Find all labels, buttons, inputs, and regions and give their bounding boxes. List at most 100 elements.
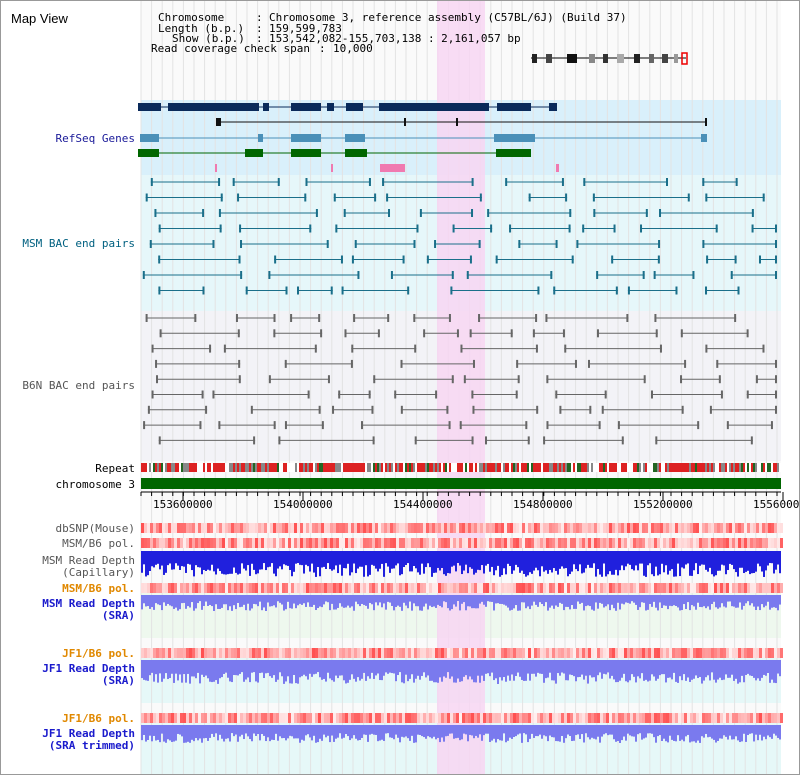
repeat-block — [313, 463, 315, 472]
jf1-depth-sra-bar — [453, 660, 455, 683]
msm-b6-pol-sra-cell — [393, 583, 396, 593]
track-features[interactable] — [138, 103, 784, 743]
b6n-bac-pair-end — [746, 329, 749, 338]
jf1-depth-trimmed-bar — [491, 725, 493, 741]
ideogram-band — [546, 54, 552, 63]
repeat-block — [647, 463, 649, 472]
header-length-value: 159,599,783 — [269, 22, 342, 35]
b6n-bac-pair-end — [151, 390, 154, 399]
jf1-b6-pol-sra-cell — [495, 648, 498, 658]
chromosome-ideogram[interactable] — [531, 52, 688, 65]
msm-depth-capillary-bar — [229, 551, 231, 574]
jf1-depth-sra-bar — [761, 660, 763, 678]
msm-depth-sra-bar — [779, 595, 781, 605]
msm-b6-pol-sra-cell — [582, 583, 585, 593]
msm-depth-sra-bar — [539, 595, 541, 603]
msm-depth-capillary-bar — [479, 551, 481, 571]
msm-b6-pol-capillary-cell — [144, 538, 147, 548]
msm-depth-sra-bar — [151, 595, 153, 608]
repeat-block — [301, 463, 303, 472]
dbsnp-cell — [615, 523, 618, 533]
msm-depth-sra-bar — [767, 595, 769, 602]
msm-depth-capillary-bar — [643, 551, 645, 576]
dbsnp-cell — [573, 523, 576, 533]
msm-depth-sra-bar — [373, 595, 375, 611]
track-label-msm-b6-pol-sra[interactable]: MSM/B6 pol. — [62, 582, 135, 595]
repeat-block — [399, 463, 401, 472]
track-label-jf1-b6-pol-trimmed[interactable]: JF1/B6 pol. — [62, 712, 135, 725]
jf1-b6-pol-trimmed-cell — [150, 713, 153, 723]
jf1-depth-trimmed-bar — [291, 725, 293, 737]
jf1-depth-sra-bar — [723, 660, 725, 680]
track-label-dbsnp[interactable]: dbSNP(Mouse) — [55, 522, 135, 535]
msm-b6-pol-capillary-cell — [306, 538, 309, 548]
b6n-bac-pair-end — [718, 375, 721, 384]
repeat-block — [743, 463, 745, 472]
track-label-jf1-b6-pol-sra[interactable]: JF1/B6 pol. — [62, 647, 135, 660]
jf1-depth-sra-bar — [217, 660, 219, 684]
track-label-chromosome[interactable]: chromosome 3 — [55, 478, 135, 491]
highlight-region[interactable] — [437, 1, 485, 774]
track-label-jf1-depth-trimmed[interactable]: JF1 Read Depth — [42, 727, 135, 740]
msm-depth-capillary-bar — [405, 551, 407, 566]
jf1-depth-sra-bar — [775, 660, 777, 684]
msm-depth-sra-bar — [697, 595, 699, 603]
dbsnp-cell — [288, 523, 291, 533]
msm-b6-pol-sra-cell — [570, 583, 573, 593]
msm-b6-pol-sra-cell — [246, 583, 249, 593]
track-label-jf1-depth-sra[interactable]: JF1 Read Depth — [42, 662, 135, 675]
jf1-b6-pol-trimmed-cell — [255, 713, 258, 723]
jf1-depth-sra-bar — [539, 660, 541, 674]
b6n-bac-pair-end — [516, 359, 519, 368]
jf1-depth-trimmed-bar — [469, 725, 471, 735]
repeat-block — [463, 463, 465, 472]
dbsnp-cell — [753, 523, 756, 533]
jf1-depth-sra-bar — [161, 660, 163, 682]
repeat-block — [507, 463, 509, 472]
dbsnp-cell — [600, 523, 603, 533]
msm-b6-pol-sra-cell — [180, 583, 183, 593]
msm-depth-sra-bar — [437, 595, 439, 605]
jf1-depth-sra-bar — [551, 660, 553, 681]
jf1-b6-pol-trimmed-cell — [147, 713, 150, 723]
msm-depth-sra-bar — [207, 595, 209, 606]
track-label-msm-bac[interactable]: MSM BAC end pairs — [22, 237, 135, 250]
jf1-depth-sra-bar — [391, 660, 393, 674]
track-label-msm-depth-sra[interactable]: MSM Read Depth — [42, 597, 135, 610]
msm-depth-capillary-bar — [667, 551, 669, 575]
track-label-b6n-bac[interactable]: B6N BAC end pairs — [22, 379, 135, 392]
msm-depth-sra-bar — [513, 595, 515, 609]
track-label-refseq[interactable]: RefSeq Genes — [55, 132, 135, 145]
msm-depth-sra-bar — [383, 595, 385, 604]
msm-b6-pol-capillary-cell — [477, 538, 480, 548]
msm-b6-pol-capillary-cell — [225, 538, 228, 548]
msm-depth-capillary-bar — [241, 551, 243, 564]
msm-depth-sra-bar — [243, 595, 245, 605]
msm-depth-sra-bar — [203, 595, 205, 606]
msm-b6-pol-sra-cell — [621, 583, 624, 593]
msm-depth-sra-bar — [701, 595, 703, 608]
jf1-b6-pol-sra-cell — [306, 648, 309, 658]
msm-depth-sra-bar — [409, 595, 411, 602]
msm-b6-pol-sra-cell — [378, 583, 381, 593]
msm-depth-sra-bar — [285, 595, 287, 610]
jf1-depth-sra-bar — [177, 660, 179, 681]
jf1-b6-pol-sra-cell — [513, 648, 516, 658]
repeat-block — [377, 463, 379, 472]
jf1-depth-sra-bar — [523, 660, 525, 681]
repeat-block — [429, 463, 431, 472]
jf1-b6-pol-sra-cell — [174, 648, 177, 658]
msm-depth-capillary-bar — [575, 551, 577, 570]
track-label-repeat[interactable]: Repeat — [95, 462, 135, 475]
repeat-block — [465, 463, 467, 472]
msm-b6-pol-sra-cell — [213, 583, 216, 593]
jf1-depth-sra-bar — [735, 660, 737, 679]
jf1-depth-trimmed-bar — [705, 725, 707, 734]
track-label-msm-b6-pol-capillary[interactable]: MSM/B6 pol. — [62, 537, 135, 550]
jf1-depth-trimmed-bar — [437, 725, 439, 738]
track-label-msm-depth-capillary[interactable]: MSM Read Depth — [42, 554, 135, 567]
msm-depth-capillary-bar — [599, 551, 601, 575]
jf1-depth-trimmed-bar — [571, 725, 573, 742]
b6n-bac-pair-end — [235, 314, 238, 322]
